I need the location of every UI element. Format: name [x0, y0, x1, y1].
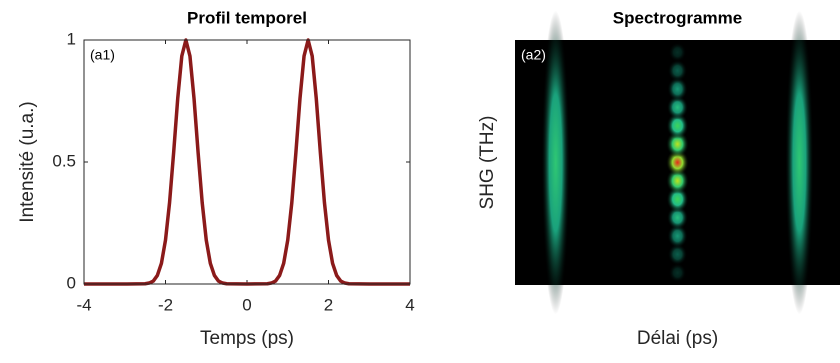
x-tick-label: -2 [158, 295, 173, 314]
y-tick-label: 1 [67, 29, 76, 48]
x-tick-label: 2 [324, 295, 333, 314]
plot-area [84, 40, 410, 284]
spot [668, 42, 687, 63]
spot [667, 223, 688, 249]
spot [541, 10, 570, 315]
y-axis-label: SHG (THz) [477, 116, 498, 210]
x-tick-label: -4 [76, 295, 91, 314]
x-tick-label: 4 [405, 295, 414, 314]
spot [667, 243, 688, 266]
x-axis-label: Temps (ps) [200, 328, 294, 349]
x-tick-label: 0 [242, 295, 251, 314]
spot [666, 205, 689, 230]
y-axis-label: Intensité (u.a.) [17, 101, 38, 222]
spot [668, 262, 687, 283]
spot [785, 10, 814, 315]
chart-title: Spectrogramme [613, 8, 742, 27]
y-tick-label: 0.5 [52, 151, 76, 170]
chart-title: Profil temporel [187, 8, 307, 27]
spot [666, 130, 689, 158]
spot [666, 112, 689, 140]
plot-frame [83, 39, 411, 285]
y-tick-label: 0 [67, 273, 76, 292]
panel-label: (a1) [90, 47, 115, 63]
spot [667, 59, 688, 82]
x-axis-label: Délai (ps) [637, 328, 718, 349]
spot [666, 95, 689, 120]
spot [667, 76, 688, 102]
panel-label: (a2) [521, 47, 546, 63]
